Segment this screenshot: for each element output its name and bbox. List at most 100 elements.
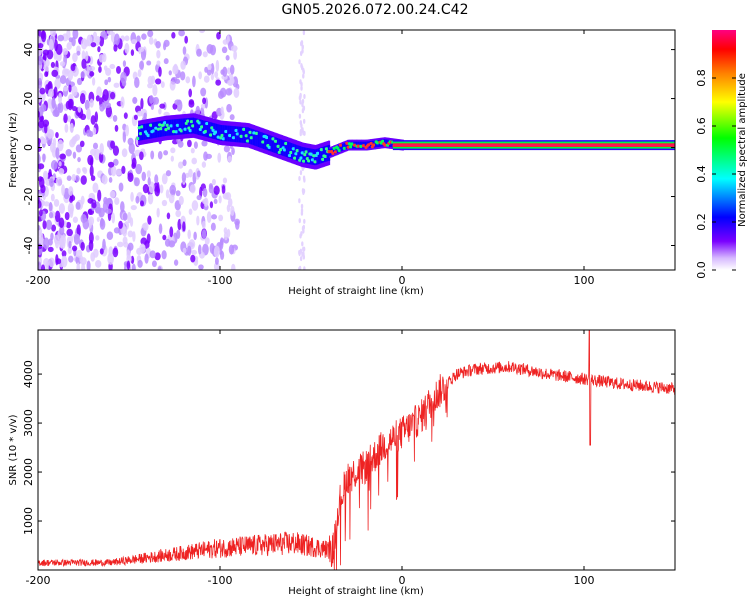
heatmap-cell	[123, 112, 128, 119]
heatmap-cell	[189, 117, 192, 134]
colorbar-tick-label: 0.2	[695, 213, 708, 231]
heatmap-cell	[98, 54, 105, 63]
heatmap-cell	[289, 142, 292, 159]
heatmap-cell	[127, 230, 134, 238]
heatmap-cell	[260, 132, 263, 148]
heatmap-cell	[185, 76, 191, 84]
heatmap-cell	[242, 127, 246, 131]
heatmap-cell	[198, 30, 206, 34]
heatmap-cell	[226, 228, 231, 238]
heatmap-cell	[273, 139, 278, 143]
heatmap-cell	[213, 198, 218, 204]
heatmap-cell	[98, 152, 104, 163]
heatmap-cell	[321, 157, 325, 161]
heatmap-cell	[201, 220, 206, 229]
heatmap-cell	[182, 221, 186, 232]
heatmap-cell	[66, 42, 72, 50]
heatmap-cell	[63, 187, 70, 200]
heatmap-cell	[302, 118, 306, 124]
heatmap-cell	[206, 211, 212, 223]
heatmap-cell	[95, 95, 100, 102]
heatmap-cell	[90, 148, 97, 156]
heatmap-cell	[58, 161, 62, 167]
heatmap-cell	[219, 124, 222, 141]
heatmap-cell	[137, 69, 142, 78]
x-tick-label: 0	[399, 574, 406, 587]
heatmap-cell	[77, 156, 81, 163]
heatmap-cell	[50, 160, 58, 170]
heatmap-cell	[276, 144, 281, 148]
heatmap-cell	[196, 215, 200, 226]
heatmap-cell	[68, 255, 74, 263]
heatmap-cell	[123, 241, 129, 248]
heatmap-cell	[97, 189, 102, 202]
heatmap-cell	[106, 30, 114, 36]
heatmap-cell	[99, 142, 104, 155]
heatmap-cell	[72, 151, 77, 159]
heatmap-cell	[220, 133, 224, 138]
heatmap-cell	[331, 151, 335, 156]
heatmap-cell	[139, 60, 144, 70]
heatmap-cell	[90, 42, 97, 48]
heatmap-cell	[267, 145, 272, 149]
heatmap-cell	[60, 241, 66, 249]
heatmap-cell	[58, 168, 65, 175]
heatmap-cell	[139, 200, 145, 207]
x-tick-label: -100	[208, 574, 233, 587]
heatmap-cell	[303, 266, 306, 270]
heatmap-cell	[146, 170, 151, 178]
heatmap-cell	[53, 198, 60, 207]
heatmap-cell	[48, 257, 55, 268]
colorbar-tick-label: 0.8	[695, 69, 708, 87]
heatmap-cell	[290, 143, 294, 159]
heatmap-cell	[204, 237, 210, 245]
heatmap-cell	[220, 250, 225, 261]
heatmap-cell	[207, 64, 212, 70]
heatmap-cell	[175, 209, 182, 218]
heatmap-cell	[48, 38, 54, 50]
heatmap-cell	[206, 69, 212, 76]
heatmap-cell	[219, 87, 227, 98]
y-tick-label: 3000	[22, 409, 35, 437]
heatmap-cell	[75, 144, 82, 153]
heatmap-cell	[127, 242, 134, 251]
heatmap-cell	[183, 118, 187, 135]
heatmap-cell	[301, 159, 306, 163]
heatmap-cell	[228, 125, 231, 142]
heatmap-cell	[144, 253, 149, 264]
heatmap-cell	[171, 119, 174, 136]
heatmap-cell	[70, 63, 76, 72]
heatmap-cell	[190, 147, 195, 154]
heatmap-cell	[121, 148, 128, 158]
heatmap-cell	[49, 142, 56, 153]
heatmap-cell	[131, 39, 138, 45]
heatmap-cell	[130, 49, 135, 57]
heatmap-cell	[326, 145, 329, 162]
y-tick-label: 40	[22, 43, 35, 57]
heatmap-cell	[140, 97, 144, 110]
heatmap-cell	[221, 137, 226, 141]
spectrogram-frame	[37, 29, 676, 271]
heatmap-cell	[130, 255, 135, 264]
heatmap-cell	[39, 209, 43, 217]
heatmap-cell	[298, 113, 302, 119]
heatmap-cell	[147, 215, 152, 225]
bottom-y-ticks: 1000 2000 3000 4000	[22, 360, 675, 535]
heatmap-cell	[81, 58, 87, 69]
heatmap-cell	[270, 135, 273, 152]
heatmap-cell	[223, 227, 228, 235]
heatmap-cell	[191, 124, 195, 128]
heatmap-cell	[151, 260, 157, 268]
heatmap-cell	[224, 125, 227, 142]
heatmap-cell	[110, 140, 116, 149]
heatmap-cell	[225, 88, 233, 96]
heatmap-cell	[91, 77, 96, 86]
heatmap-cell	[182, 46, 187, 56]
heatmap-cell	[209, 201, 214, 209]
y-tick-label: 2000	[22, 458, 35, 486]
heatmap-cell	[38, 114, 44, 122]
bottom-x-axis-label: Height of straight line (km)	[288, 586, 424, 597]
heatmap-cell	[255, 130, 258, 147]
heatmap-cell	[66, 175, 72, 181]
heatmap-cell	[122, 212, 128, 221]
